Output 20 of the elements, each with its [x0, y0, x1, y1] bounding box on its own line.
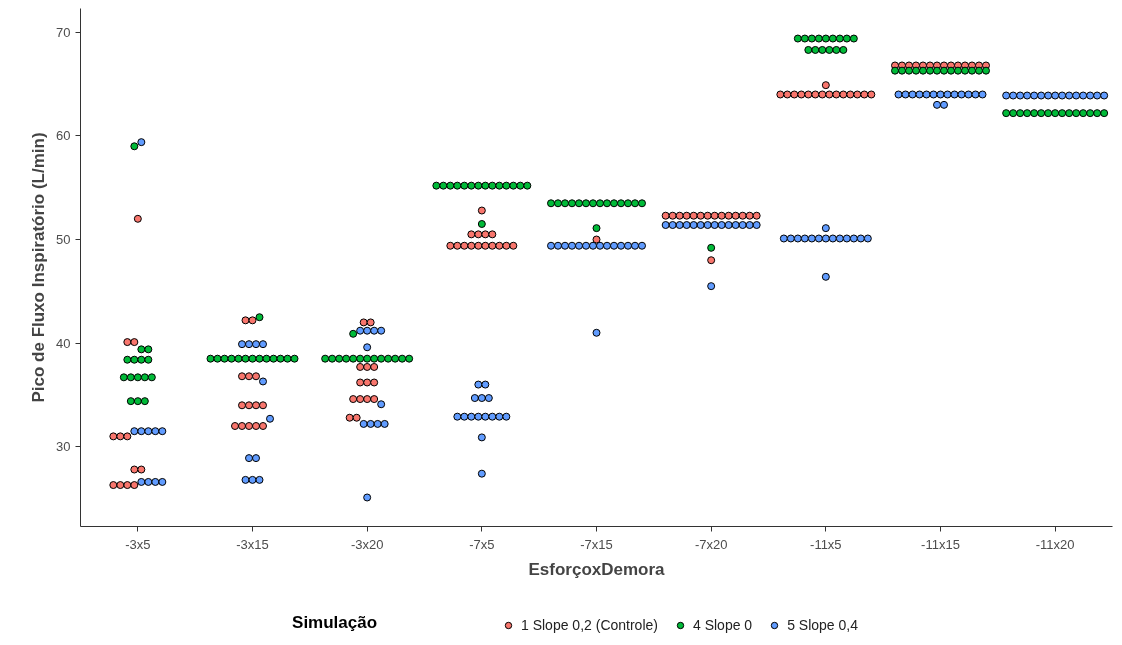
- x-tick-label: -3x20: [350, 536, 384, 552]
- legend-label: 5 Slope 0,4: [787, 617, 858, 633]
- legend-label: 1 Slope 0,2 (Controle): [521, 617, 658, 633]
- y-tick-label: 60: [56, 128, 71, 144]
- x-tick-label: -7x5: [469, 536, 495, 552]
- x-tick-label: -11x20: [1035, 536, 1075, 552]
- y-axis-title: Pico de Fluxo Inspiratório (L/min): [29, 132, 49, 403]
- x-tick-label: -7x20: [694, 536, 728, 552]
- legend-title: Simulação: [292, 612, 378, 632]
- y-tick-label: 50: [56, 232, 71, 248]
- x-tick-label: -3x15: [236, 536, 269, 552]
- y-tick-label: 40: [56, 335, 71, 351]
- x-tick-label: -11x15: [921, 536, 960, 552]
- y-tick-label: 70: [56, 24, 71, 40]
- x-tick-label: -3x5: [125, 536, 151, 552]
- x-tick-label: -11x5: [810, 536, 842, 552]
- legend-label: 4 Slope 0: [692, 617, 753, 633]
- x-tick-label: -7x15: [580, 536, 613, 552]
- x-axis-title: EsforçoxDemora: [528, 559, 666, 579]
- y-tick-label: 30: [56, 439, 71, 455]
